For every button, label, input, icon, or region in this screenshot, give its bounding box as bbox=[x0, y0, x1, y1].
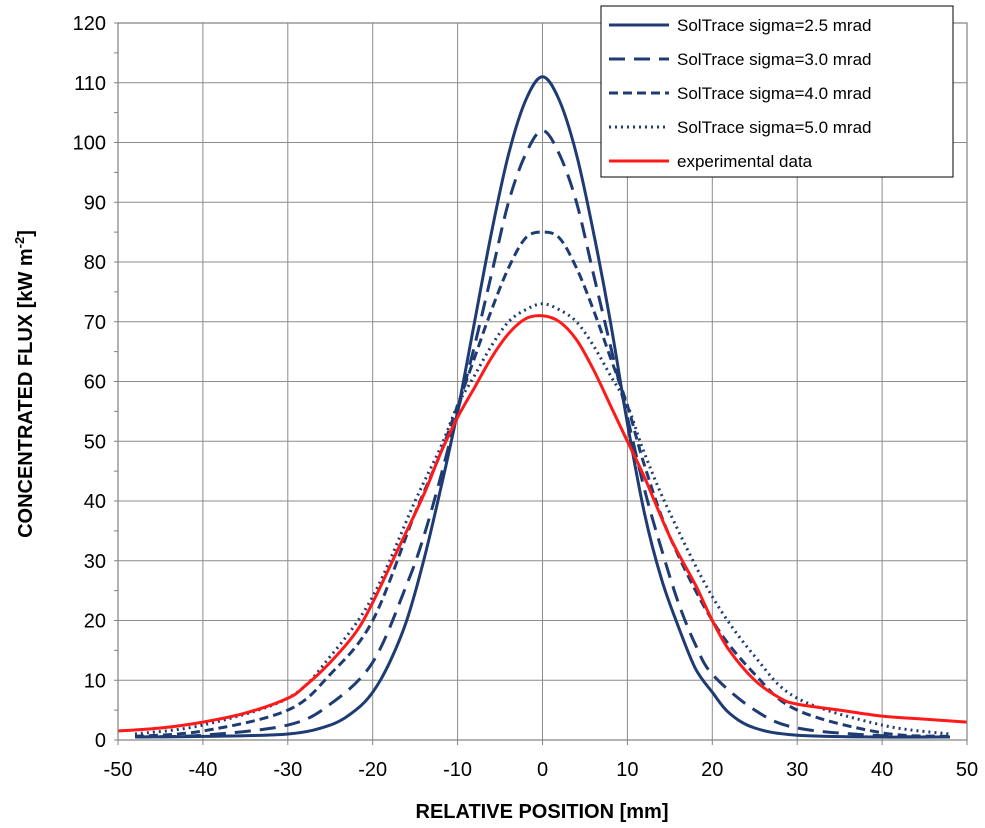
y-axis-title: CONCENTRATED FLUX [kW m-2] bbox=[12, 230, 37, 538]
y-tick-label: 20 bbox=[84, 611, 106, 633]
x-tick-label: 30 bbox=[786, 759, 808, 781]
series-lines bbox=[117, 75, 968, 739]
plot-frame bbox=[117, 22, 968, 741]
y-tick-label: 110 bbox=[74, 73, 106, 95]
y-tick-label: 120 bbox=[73, 13, 106, 35]
x-tick-label: 0 bbox=[537, 759, 548, 781]
x-tick-label: 50 bbox=[956, 759, 978, 781]
legend-label: SolTrace sigma=4.0 mrad bbox=[677, 84, 871, 103]
series-line-5 bbox=[117, 314, 968, 733]
y-axis-ticks: 0 10 20 30 40 50 60 70 80 90 100 110 120 bbox=[73, 13, 118, 752]
series-line-2 bbox=[134, 129, 951, 739]
x-tick-label: -50 bbox=[104, 759, 133, 781]
y-tick-label: 70 bbox=[84, 312, 106, 334]
y-axis-title-end: ] bbox=[15, 230, 37, 237]
series-line-4 bbox=[134, 302, 951, 736]
y-tick-label: 100 bbox=[73, 133, 106, 155]
legend-label: experimental data bbox=[677, 152, 813, 171]
series-line-1 bbox=[134, 75, 951, 739]
legend-items: SolTrace sigma=2.5 mrad SolTrace sigma=3.… bbox=[609, 16, 871, 171]
x-axis-title: RELATIVE POSITION [mm] bbox=[416, 801, 669, 823]
x-tick-label: 40 bbox=[871, 759, 893, 781]
x-tick-label: 20 bbox=[701, 759, 723, 781]
y-tick-label: 90 bbox=[84, 192, 106, 214]
x-axis-ticks: -50 -40 -30 -20 -10 0 10 20 30 40 50 bbox=[104, 740, 978, 781]
x-tick-label: -20 bbox=[358, 759, 387, 781]
y-tick-label: 60 bbox=[84, 372, 106, 394]
y-tick-label: 80 bbox=[84, 252, 106, 274]
x-tick-label: -40 bbox=[188, 759, 217, 781]
x-tick-label: 10 bbox=[616, 759, 638, 781]
legend-label: SolTrace sigma=5.0 mrad bbox=[677, 118, 871, 137]
y-tick-label: 40 bbox=[84, 491, 106, 513]
y-tick-label: 30 bbox=[84, 551, 106, 573]
legend: SolTrace sigma=2.5 mrad SolTrace sigma=3.… bbox=[600, 5, 954, 178]
y-tick-label: 10 bbox=[84, 670, 106, 692]
y-tick-label: 0 bbox=[95, 730, 106, 752]
y-tick-label: 50 bbox=[84, 431, 106, 453]
x-tick-label: -30 bbox=[273, 759, 302, 781]
y-axis-title-sup: -2 bbox=[12, 237, 27, 249]
x-tick-label: -10 bbox=[443, 759, 472, 781]
y-axis-title-main: CONCENTRATED FLUX [kW m bbox=[15, 248, 37, 538]
legend-label: SolTrace sigma=3.0 mrad bbox=[677, 50, 871, 69]
legend-label: SolTrace sigma=2.5 mrad bbox=[677, 16, 871, 35]
